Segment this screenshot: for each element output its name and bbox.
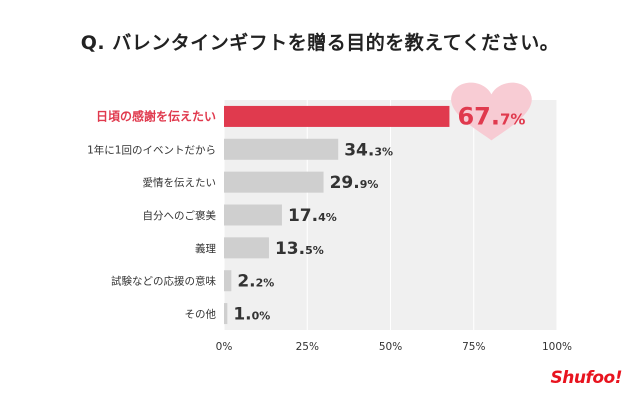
bar [224, 138, 339, 160]
bar [224, 237, 269, 259]
value-label: 2.2% [237, 272, 274, 292]
value-label: 29.9% [330, 173, 379, 193]
x-tick-label: 100% [542, 341, 572, 353]
bar [224, 204, 282, 226]
value-label: 34.3% [344, 140, 393, 160]
x-tick-label: 75% [462, 341, 485, 353]
category-label: 1年に1回のイベントだから [87, 143, 216, 156]
bar [224, 171, 324, 193]
category-label: 日頃の感謝を伝えたい [96, 108, 216, 123]
x-tick-label: 0% [216, 341, 233, 353]
heart-icon [451, 82, 532, 141]
category-label: 自分へのご褒美 [143, 209, 217, 222]
page-title: Q. バレンタインギフトを贈る目的を教えてください。 [80, 32, 560, 54]
category-label: 試験などの応援の意味 [111, 275, 216, 288]
value-label: 67.7% [457, 102, 525, 130]
shufoo-logo: Shufoo! [550, 368, 623, 388]
x-tick-label: 25% [296, 341, 319, 353]
x-tick-label: 50% [379, 341, 402, 353]
category-label: 義理 [195, 242, 216, 255]
bar [224, 270, 232, 292]
value-label: 1.0% [233, 305, 270, 325]
value-label: 13.5% [275, 239, 324, 259]
value-label: 17.4% [288, 206, 337, 226]
category-label: 愛情を伝えたい [143, 176, 217, 189]
bar [224, 303, 228, 325]
bar [224, 105, 450, 127]
category-label: その他 [185, 308, 217, 321]
